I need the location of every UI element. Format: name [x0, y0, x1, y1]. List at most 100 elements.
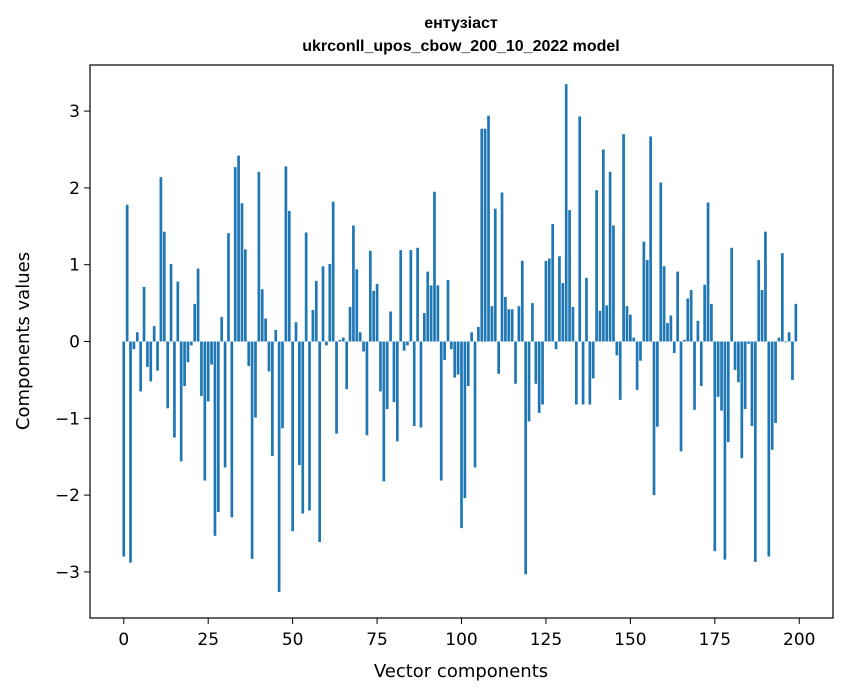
- bar-57: [314, 280, 318, 342]
- bar-113: [504, 296, 507, 342]
- bar-160: [662, 266, 666, 342]
- bar-179: [726, 341, 730, 443]
- bar-39: [254, 341, 257, 418]
- bar-135: [578, 116, 582, 342]
- bar-183: [740, 341, 744, 459]
- plot-area-frame: [89, 64, 834, 619]
- bar-90: [426, 271, 430, 342]
- bar-114: [507, 309, 511, 342]
- bar-24: [203, 341, 207, 481]
- bar-18: [183, 341, 186, 387]
- bar-180: [730, 247, 734, 342]
- y-axis-label: Components values: [13, 252, 34, 430]
- bar-153: [639, 341, 642, 361]
- bar-38: [250, 341, 254, 559]
- chart-title: ентузіаст: [424, 15, 498, 32]
- bar-190: [764, 231, 767, 342]
- bar-36: [244, 249, 247, 342]
- bar-22: [196, 268, 200, 342]
- bar-185: [747, 341, 750, 344]
- bar-28: [216, 341, 220, 513]
- bar-86: [412, 341, 416, 426]
- bar-83: [402, 341, 406, 351]
- bar-30: [223, 341, 227, 468]
- bar-150: [629, 314, 632, 342]
- bar-69: [355, 269, 359, 342]
- bar-177: [720, 341, 723, 411]
- bar-52: [298, 341, 301, 466]
- bar-186: [750, 341, 754, 426]
- bar-59: [321, 266, 325, 342]
- bar-198: [791, 341, 794, 380]
- bar-65: [341, 337, 345, 342]
- bar-96: [446, 280, 450, 342]
- bar-44: [271, 341, 274, 456]
- bar-154: [642, 241, 646, 342]
- bar-134: [574, 341, 578, 405]
- bar-175: [713, 341, 717, 552]
- bar-71: [362, 341, 365, 352]
- bar-126: [547, 258, 551, 342]
- bar-95: [443, 341, 446, 360]
- bar-123: [537, 341, 541, 413]
- bar-181: [733, 341, 737, 370]
- bar-187: [753, 341, 757, 562]
- bar-178: [723, 341, 727, 560]
- bar-142: [601, 149, 605, 342]
- bar-9: [152, 326, 156, 342]
- bar-152: [635, 341, 639, 390]
- bar-82: [399, 250, 403, 342]
- bar-81: [395, 341, 399, 442]
- bar-60: [325, 341, 328, 346]
- bar-99: [456, 341, 460, 375]
- bar-124: [541, 341, 544, 405]
- bar-112: [500, 192, 504, 342]
- bar-140: [595, 190, 598, 342]
- bar-168: [689, 290, 693, 342]
- bar-34: [237, 155, 240, 342]
- bar-119: [524, 341, 528, 575]
- bar-148: [622, 134, 625, 342]
- x-tick-label: 75: [366, 630, 388, 650]
- bar-184: [743, 341, 747, 410]
- bar-191: [767, 341, 771, 557]
- bar-146: [615, 341, 619, 356]
- bar-27: [213, 341, 217, 536]
- bar-139: [591, 341, 595, 379]
- bar-163: [672, 341, 676, 354]
- bar-74: [372, 290, 376, 342]
- bar-73: [368, 250, 372, 342]
- bar-110: [493, 208, 497, 342]
- bar-47: [281, 341, 284, 429]
- chart-subtitle: ukrconll_upos_cbow_200_10_2022 model: [302, 38, 619, 55]
- bar-68: [352, 225, 355, 342]
- bar-102: [466, 341, 470, 387]
- bar-45: [274, 329, 278, 342]
- x-tick-label: 0: [118, 630, 129, 650]
- bar-91: [429, 285, 433, 342]
- bar-115: [510, 309, 514, 342]
- bar-161: [666, 323, 669, 342]
- bar-20: [189, 341, 193, 346]
- bar-151: [632, 337, 636, 342]
- bar-42: [264, 318, 267, 342]
- bar-67: [348, 306, 352, 342]
- bar-80: [392, 341, 396, 403]
- bar-32: [230, 341, 234, 518]
- bar-16: [176, 281, 180, 342]
- bar-77: [382, 341, 386, 482]
- bar-87: [416, 247, 419, 342]
- bar-197: [787, 332, 791, 342]
- bar-15: [173, 341, 176, 438]
- bar-195: [780, 253, 784, 342]
- bar-176: [716, 341, 720, 397]
- bar-147: [618, 341, 622, 400]
- bar-199: [794, 303, 798, 342]
- x-tick-label: 175: [699, 630, 731, 650]
- bar-53: [301, 341, 305, 514]
- bar-48: [284, 166, 288, 342]
- bar-84: [406, 341, 409, 346]
- bar-31: [227, 233, 230, 342]
- bar-23: [200, 341, 203, 397]
